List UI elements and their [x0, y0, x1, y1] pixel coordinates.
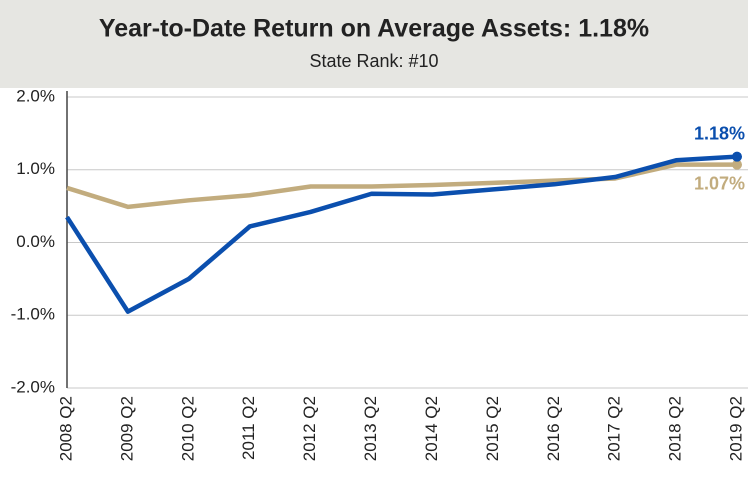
end-label: 1.07% — [694, 173, 745, 193]
header-band — [0, 0, 748, 88]
x-tick-label: 2011 Q2 — [239, 396, 258, 460]
end-dot — [732, 151, 742, 162]
x-tick-label: 2009 Q2 — [117, 396, 136, 461]
x-tick-label: 2013 Q2 — [361, 396, 380, 461]
end-label: 1.18% — [694, 123, 745, 143]
y-tick-label: 1.0% — [16, 159, 55, 178]
chart-title: Year-to-Date Return on Average Assets: 1… — [99, 15, 649, 43]
x-tick-label: 2012 Q2 — [300, 396, 319, 461]
x-tick-label: 2010 Q2 — [178, 396, 197, 461]
x-tick-label: 2018 Q2 — [666, 396, 685, 461]
y-tick-label: -1.0% — [11, 305, 55, 324]
x-tick-label: 2015 Q2 — [483, 396, 502, 461]
y-tick-label: -2.0% — [11, 377, 55, 396]
y-tick-label: 0.0% — [16, 232, 55, 251]
series-line — [65, 154, 738, 314]
end-dot — [732, 159, 742, 170]
x-tick-label: 2017 Q2 — [605, 396, 624, 461]
x-tick-label: 2014 Q2 — [422, 396, 441, 461]
x-tick-label: 2016 Q2 — [544, 396, 563, 461]
x-tick-label: 2019 Q2 — [726, 396, 745, 461]
chart-subtitle: State Rank: #10 — [309, 51, 438, 71]
x-tick-label: 2008 Q2 — [56, 396, 75, 461]
y-tick-label: 2.0% — [16, 86, 55, 105]
